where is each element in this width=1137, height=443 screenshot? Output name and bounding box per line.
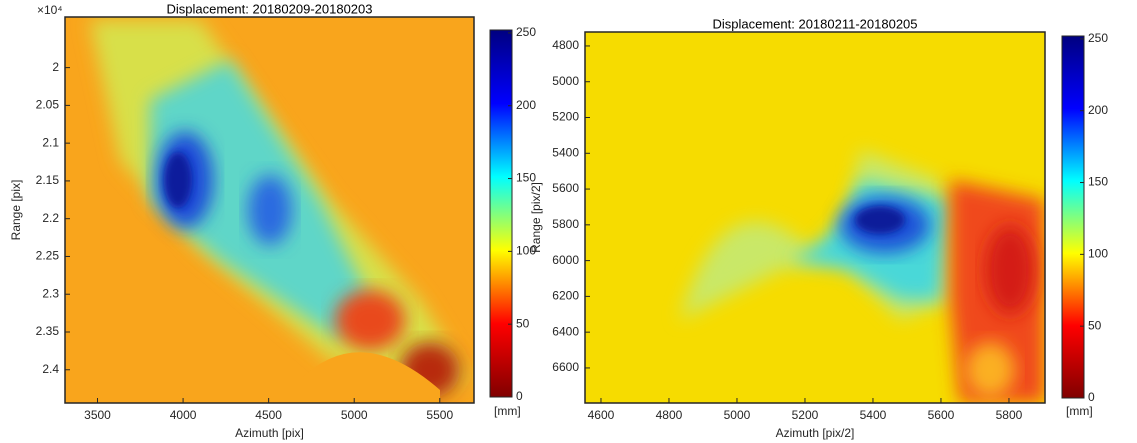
y-tick-label: 2.35: [36, 324, 60, 338]
y-exponent: ×10⁴: [37, 3, 63, 17]
y-tick-label: 5800: [552, 217, 579, 231]
colorbar-tick-label: 100: [516, 244, 536, 258]
axes-frame: [584, 31, 1046, 404]
y-tick-label: 2.2: [42, 211, 59, 225]
y-tick-label: 2.25: [36, 249, 60, 263]
colorbar-label: [mm]: [1066, 404, 1093, 418]
x-tick-label: 5000: [724, 408, 751, 422]
heatmap-image: [585, 32, 1045, 403]
x-axis-label: Azimuth [pix]: [235, 426, 304, 440]
colorbar-tick-label: 200: [516, 98, 536, 112]
colorbar-tick-label: 50: [1088, 318, 1102, 332]
x-tick-label: 5000: [341, 408, 368, 422]
y-tick-label: 2.05: [36, 98, 60, 112]
y-axis-label: Range [pix/2]: [529, 182, 543, 253]
x-tick-label: 5600: [928, 408, 955, 422]
colorbar-tick-label: 50: [516, 316, 530, 330]
colorbar-tick-label: 250: [1088, 31, 1108, 45]
chart-title: Displacement: 20180211-20180205: [712, 16, 917, 31]
y-tick-label: 2.1: [42, 135, 59, 149]
colorbar-label: [mm]: [494, 404, 521, 418]
y-axis-label: Range [pix]: [9, 180, 23, 241]
y-tick-label: 6000: [552, 253, 579, 267]
y-tick-label: 5000: [552, 74, 579, 88]
x-tick-label: 5500: [426, 408, 453, 422]
axes-frame: [64, 16, 475, 404]
y-tick-label: 2.3: [42, 286, 59, 300]
colorbar: [489, 29, 513, 398]
heatmap-image: [65, 17, 474, 403]
chart-title: Displacement: 20180209-20180203: [167, 1, 373, 16]
colorbar-tick-label: 150: [516, 171, 536, 185]
colorbar-tick-label: 100: [1088, 247, 1108, 261]
x-tick-label: 5200: [792, 408, 819, 422]
x-tick-label: 4800: [656, 408, 683, 422]
colorbar-tick-label: 150: [1088, 175, 1108, 189]
y-tick-label: 4800: [552, 38, 579, 52]
colorbar-tick-label: 250: [516, 25, 536, 39]
y-tick-label: 2.4: [42, 362, 59, 376]
colorbar: [1061, 35, 1085, 399]
y-tick-label: 6200: [552, 289, 579, 303]
y-tick-label: 6600: [552, 360, 579, 374]
colorbar-tick-label: 200: [1088, 103, 1108, 117]
y-tick-label: 2: [52, 60, 59, 74]
colorbar-tick-label: 0: [516, 389, 523, 403]
x-tick-label: 4000: [170, 408, 197, 422]
y-tick-label: 5600: [552, 181, 579, 195]
y-tick-label: 5400: [552, 145, 579, 159]
x-tick-label: 5400: [860, 408, 887, 422]
x-tick-label: 4600: [588, 408, 615, 422]
x-tick-label: 5800: [996, 408, 1023, 422]
x-tick-label: 3500: [84, 408, 111, 422]
x-axis-label: Azimuth [pix/2]: [776, 426, 855, 440]
colorbar-tick-label: 0: [1088, 390, 1095, 404]
x-tick-label: 4500: [255, 408, 282, 422]
y-tick-label: 5200: [552, 110, 579, 124]
y-tick-label: 6400: [552, 324, 579, 338]
y-tick-label: 2.15: [36, 173, 60, 187]
